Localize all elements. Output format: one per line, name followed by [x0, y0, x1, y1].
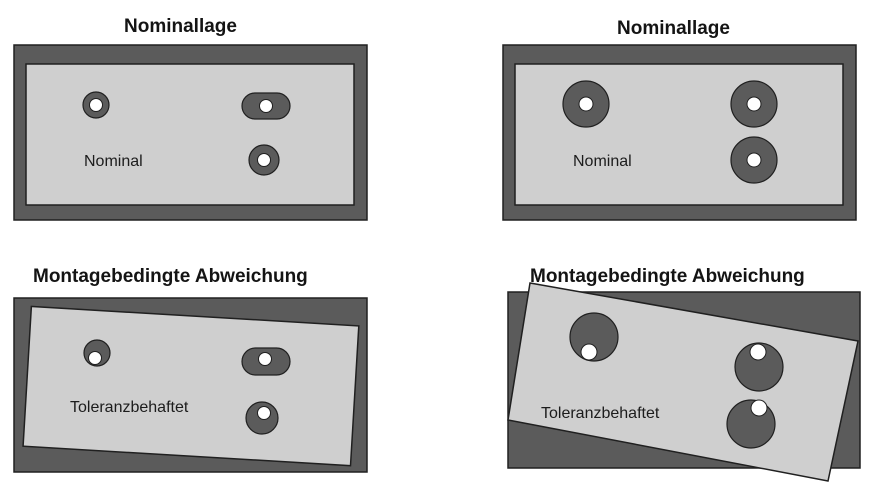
panel-title: Nominallage — [124, 16, 237, 37]
fastener-hole — [89, 98, 103, 112]
fastener-hole — [580, 343, 598, 361]
fastener-hole — [746, 96, 762, 112]
fastener-hole — [257, 153, 271, 167]
fastener-hole — [750, 399, 768, 417]
fastener-hole — [578, 96, 594, 112]
fastener-hole — [257, 406, 271, 420]
plate-label: Nominal — [84, 153, 143, 170]
fastener-hole — [88, 351, 102, 365]
panel-title: Nominallage — [617, 18, 730, 39]
fastener-hole — [749, 343, 767, 361]
plate-label: Nominal — [573, 153, 632, 170]
clearance-hole — [734, 342, 784, 392]
panel-title: Montagebedingte Abweichung — [530, 266, 805, 287]
fastener-hole — [259, 99, 273, 113]
top-plate — [25, 63, 355, 206]
plate-label: Toleranzbehaftet — [70, 399, 189, 416]
fastener-hole — [258, 352, 272, 366]
fastener-hole — [746, 152, 762, 168]
panel-title: Montagebedingte Abweichung — [33, 266, 308, 287]
plate-label: Toleranzbehaftet — [541, 405, 660, 422]
